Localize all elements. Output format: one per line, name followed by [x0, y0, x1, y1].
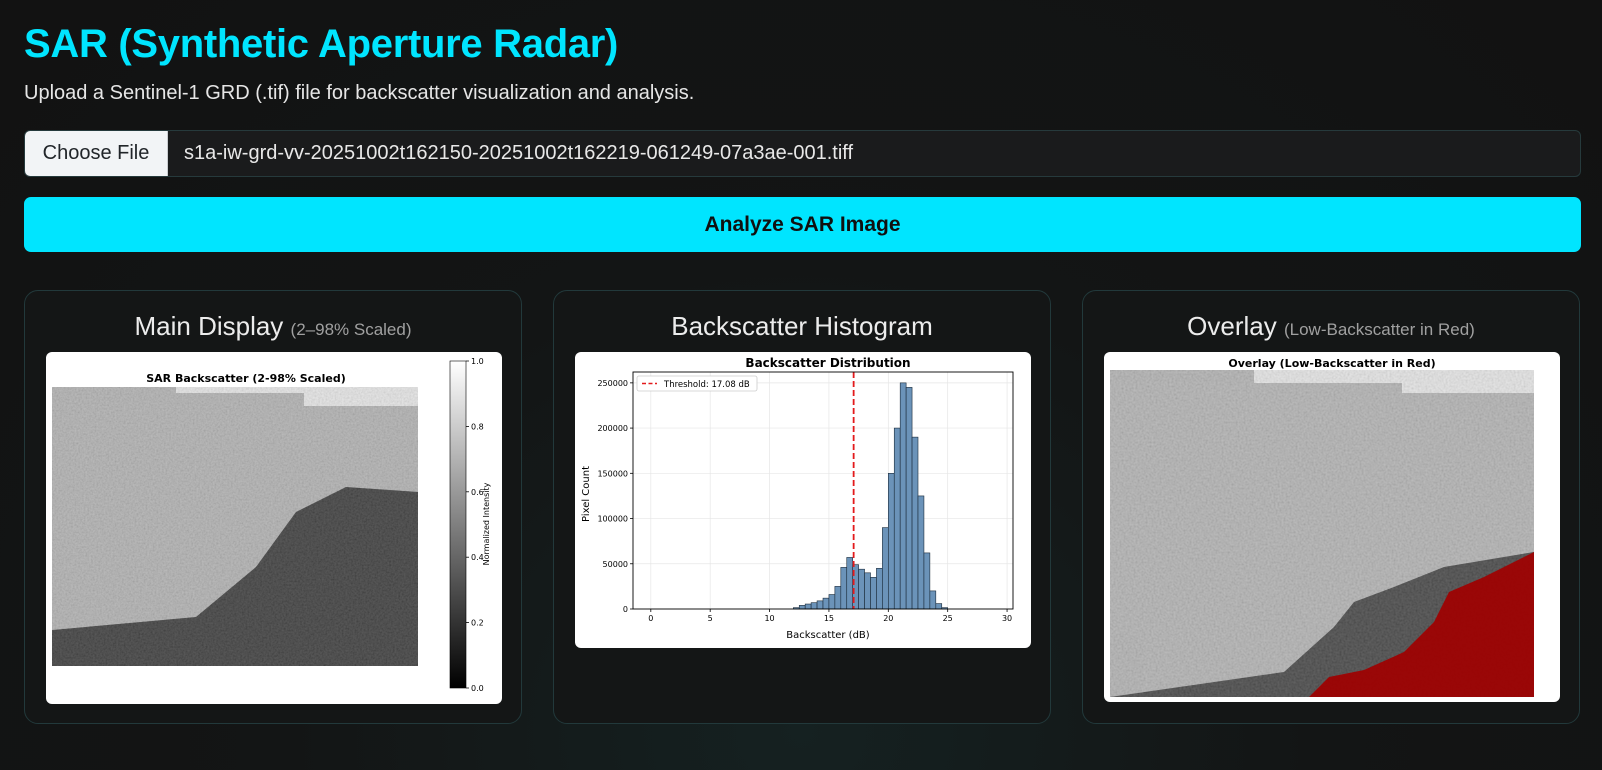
- overlay-title: Overlay: [1187, 311, 1277, 341]
- y-tick-label: 150000: [597, 469, 628, 478]
- sar-backscatter-image: 0.0 0.2 0.4 0.6 0.8 1.0 Normalized Inten…: [52, 357, 491, 693]
- histogram-figure: Backscatter Distribution Backscatter (dB…: [575, 352, 1031, 648]
- file-upload-input[interactable]: Choose File s1a-iw-grd-vv-20251002t16215…: [24, 130, 1581, 177]
- main-display-panel: Main Display (2–98% Scaled) SAR Backscat…: [24, 290, 522, 724]
- histogram-bar: [905, 387, 913, 610]
- histogram-bar: [810, 602, 818, 610]
- histogram-bar: [798, 605, 806, 610]
- colorbar-tick: 0.2: [471, 619, 484, 628]
- y-tick-label: 200000: [597, 424, 628, 433]
- histogram-bar: [911, 436, 919, 610]
- histogram-bar: [858, 568, 865, 610]
- histogram-bar: [876, 567, 883, 610]
- histogram-bar: [846, 557, 853, 610]
- main-display-figure: SAR Backscatter (2-98% Scaled): [46, 352, 502, 704]
- x-tick-label: 5: [708, 614, 713, 623]
- x-tick-label: 20: [883, 614, 893, 623]
- histogram-bars: [793, 382, 948, 610]
- main-figure-title: SAR Backscatter (2-98% Scaled): [146, 372, 346, 385]
- y-tick-label: 0: [623, 605, 628, 614]
- axis-ticks: 0 5 10 15 20 25 30 0 50000 100000 150000 200000 2500…: [597, 379, 1012, 623]
- x-tick-label: 0: [648, 614, 653, 623]
- chart-grid: [633, 372, 1013, 610]
- main-display-title: Main Display: [134, 311, 284, 341]
- histogram-bar: [828, 594, 836, 610]
- y-tick-label: 250000: [597, 379, 628, 388]
- chart-title: Backscatter Distribution: [745, 356, 910, 370]
- colorbar-tick: 0.8: [471, 422, 484, 431]
- colorbar-tick: 0.4: [471, 553, 484, 562]
- histogram-chart: Backscatter Distribution Backscatter (dB…: [581, 356, 1014, 641]
- colorbar-label: Normalized Intensity: [482, 482, 491, 565]
- x-tick-label: 15: [824, 614, 834, 623]
- histogram-bar: [923, 552, 931, 610]
- x-tick-label: 10: [764, 614, 774, 623]
- overlay-image: [1110, 370, 1534, 697]
- y-axis-label: Pixel Count: [581, 466, 592, 522]
- y-tick-label: 50000: [603, 560, 628, 569]
- colorbar-tick: 1.0: [471, 357, 484, 366]
- colorbar-tick: 0.6: [471, 488, 484, 497]
- histogram-bar: [888, 473, 895, 610]
- page-title: SAR (Synthetic Aperture Radar): [24, 22, 619, 66]
- selected-file-name: s1a-iw-grd-vv-20251002t162150-20251002t1…: [184, 142, 854, 164]
- chart-legend: Threshold: 17.08 dB: [636, 375, 758, 392]
- colorbar-tick: 0.0: [471, 684, 484, 693]
- histogram-bar: [917, 495, 925, 610]
- histogram-bar: [935, 603, 943, 610]
- x-axis-label: Backscatter (dB): [786, 630, 870, 641]
- histogram-bar: [822, 597, 830, 610]
- legend-threshold-label: Threshold: 17.08 dB: [663, 380, 750, 390]
- main-display-note: (2–98% Scaled): [290, 320, 412, 339]
- main-display-heading: Main Display (2–98% Scaled): [25, 311, 521, 342]
- low-backscatter-region: [1309, 552, 1534, 697]
- plot-area-frame: [632, 371, 1014, 610]
- x-tick-label: 25: [943, 614, 953, 623]
- overlay-figure-title: Overlay (Low-Backscatter in Red): [1228, 357, 1436, 370]
- choose-file-button[interactable]: Choose File: [25, 131, 168, 176]
- histogram-panel: Backscatter Histogram Backscatter Distri…: [553, 290, 1051, 724]
- overlay-note: (Low-Backscatter in Red): [1283, 320, 1475, 339]
- histogram-bar: [893, 427, 901, 610]
- y-tick-label: 100000: [597, 515, 628, 524]
- histogram-heading: Backscatter Histogram: [671, 311, 933, 341]
- overlay-panel: Overlay (Low-Backscatter in Red) Overlay…: [1082, 290, 1580, 724]
- histogram-bar: [870, 577, 877, 610]
- page-subtitle: Upload a Sentinel-1 GRD (.tif) file for …: [24, 82, 695, 104]
- analyze-sar-button[interactable]: Analyze SAR Image: [24, 197, 1581, 252]
- histogram-bar: [882, 527, 889, 610]
- overlay-figure: Overlay (Low-Backscatter in Red): [1104, 352, 1560, 702]
- histogram-bar: [899, 382, 907, 610]
- histogram-bar: [929, 590, 937, 610]
- histogram-bar: [804, 603, 812, 610]
- histogram-bar: [834, 586, 842, 610]
- overlay-heading: Overlay (Low-Backscatter in Red): [1083, 311, 1579, 342]
- histogram-bar: [840, 567, 848, 610]
- histogram-bar: [864, 572, 871, 610]
- histogram-bar: [816, 600, 824, 610]
- x-tick-label: 30: [1002, 614, 1012, 623]
